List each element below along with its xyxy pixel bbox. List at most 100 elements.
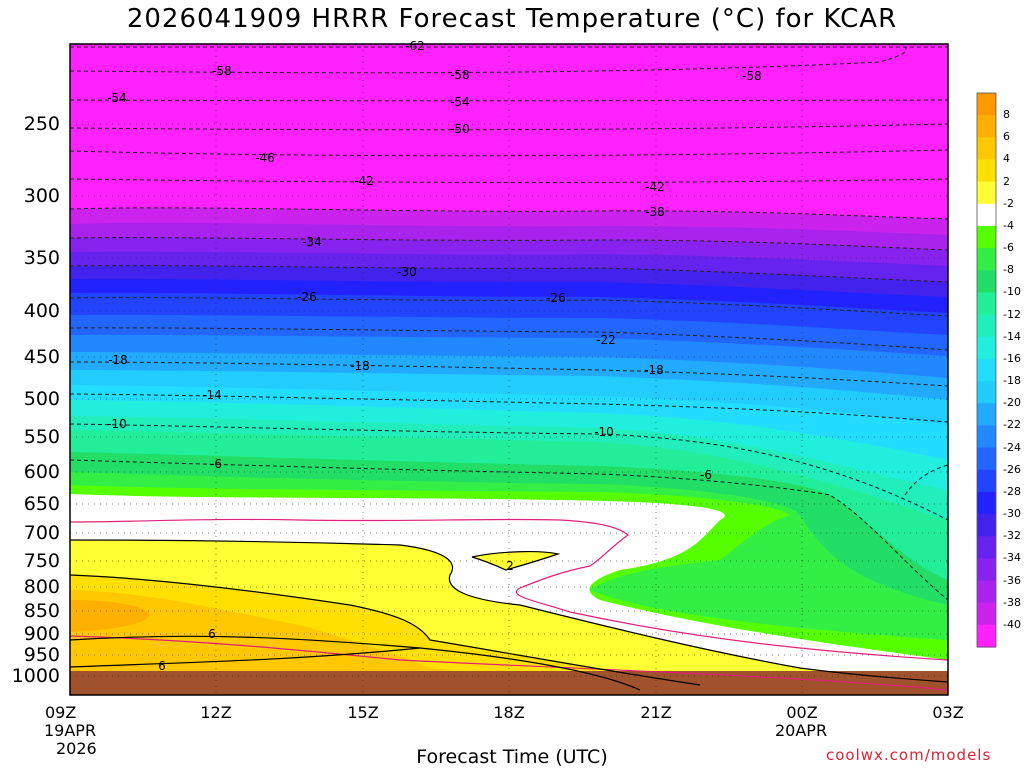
colorbar-swatch: [977, 447, 996, 471]
y-tick-350: 350: [23, 247, 60, 269]
colorbar-label: -16: [1003, 351, 1021, 365]
colorbar-label: -34: [1003, 551, 1021, 565]
contour-label: -30: [397, 265, 417, 279]
contour-label: -10: [107, 417, 127, 431]
y-tick-450: 450: [23, 346, 60, 368]
x-tick-00z: 00Z: [786, 703, 818, 722]
colorbar-swatch: [977, 624, 996, 648]
x-year-start: 2026: [56, 739, 97, 758]
x-axis-title: Forecast Time (UTC): [416, 746, 608, 768]
colorbar-swatch: [977, 137, 996, 161]
y-tick-600: 600: [23, 461, 60, 483]
contour-label: 6: [208, 627, 216, 641]
colorbar-label: -10: [1003, 285, 1021, 299]
colorbar-frame: [976, 92, 997, 648]
contour-labels: -62-58 -58 -58-54 -54-50-46-42 -42-38-34-30-…: [107, 39, 762, 673]
chart-title: 2026041909 HRRR Forecast Temperature (°C…: [126, 4, 898, 34]
contour-label: -42: [354, 174, 374, 188]
colorbar-label: -6: [1003, 241, 1014, 255]
x-tick-09z: 09Z: [45, 703, 77, 722]
y-tick-850: 850: [23, 600, 60, 622]
y-tick-250: 250: [23, 113, 60, 135]
colorbar-swatch: [977, 203, 996, 227]
contour-label: -62: [405, 39, 425, 53]
contour-label: -26: [297, 290, 317, 304]
y-tick-1000: 1000: [11, 665, 60, 687]
colorbar-swatch: [977, 403, 996, 426]
y-tick-950: 950: [23, 644, 60, 666]
colorbar-swatch: [977, 358, 996, 382]
colorbar-label: -12: [1003, 307, 1021, 321]
contour-label: -54: [450, 95, 470, 109]
grid: [70, 44, 948, 695]
filled-contours: [70, 44, 948, 695]
colorbar-label: -40: [1003, 617, 1021, 631]
x-tick-18z: 18Z: [493, 703, 525, 722]
y-tick-650: 650: [23, 493, 60, 515]
credit-link[interactable]: coolwx.com/models: [826, 746, 992, 764]
colorbar-swatch: [977, 381, 996, 404]
colorbar-label: -30: [1003, 507, 1021, 521]
x-tick-21z: 21Z: [640, 703, 672, 722]
colorbar-label: -28: [1003, 484, 1021, 498]
x-date-next: 20APR: [775, 721, 828, 740]
contour-label: -6: [210, 457, 222, 471]
contour-label: -18: [350, 359, 370, 373]
colorbar-swatch: [977, 336, 996, 360]
y-tick-400: 400: [23, 300, 60, 322]
plot-frame: [69, 43, 949, 696]
colorbar-label: -38: [1003, 595, 1021, 609]
colorbar-label: -36: [1003, 573, 1021, 587]
colorbar-swatch: [977, 558, 996, 582]
contour-label: -22: [596, 333, 616, 347]
colorbar-swatch: [977, 314, 996, 338]
contour-label: -6: [700, 468, 712, 482]
colorbar-label: -22: [1003, 418, 1021, 432]
colorbar-label: -4: [1003, 218, 1014, 232]
x-date-start: 19APR: [44, 721, 97, 740]
contour-label: -18: [644, 363, 664, 377]
colorbar-label: 6: [1003, 130, 1010, 144]
colorbar-swatch: [977, 425, 996, 449]
contour-label: -10: [594, 425, 614, 439]
colorbar-label: -2: [1003, 196, 1014, 210]
colorbar-label: -20: [1003, 396, 1021, 410]
y-tick-500: 500: [23, 388, 60, 410]
colorbar-label: -26: [1003, 462, 1021, 476]
contour-label: -58: [742, 69, 762, 83]
contour-label: 6: [158, 659, 166, 673]
contour-label: -58: [212, 64, 232, 78]
colorbar-swatch: [977, 115, 996, 138]
colorbar-label: 4: [1003, 152, 1010, 166]
y-tick-300: 300: [23, 185, 60, 207]
colorbar-swatch: [977, 514, 996, 537]
contour-label: -50: [450, 122, 470, 136]
colorbar-swatch: [977, 580, 996, 604]
colorbar-swatch: [977, 225, 996, 249]
y-tick-550: 550: [23, 426, 60, 448]
colorbar-label: 2: [1003, 174, 1010, 188]
colorbar-label: 8: [1003, 108, 1010, 122]
colorbar-label: -18: [1003, 374, 1021, 388]
colorbar-swatch: [977, 536, 996, 559]
y-tick-900: 900: [23, 623, 60, 645]
contour-lines: [70, 46, 948, 691]
contour-label: -42: [645, 180, 665, 194]
colorbar-swatch: [977, 292, 996, 316]
y-tick-800: 800: [23, 576, 60, 598]
contour-label: -34: [302, 235, 322, 249]
contour-label: -58: [450, 68, 470, 82]
colorbar-label: -24: [1003, 440, 1021, 454]
colorbar: [976, 92, 997, 648]
colorbar-label: -14: [1003, 329, 1021, 343]
contour-label: -54: [107, 91, 127, 105]
contour-label: -26: [546, 291, 566, 305]
colorbar-label: -32: [1003, 529, 1021, 543]
x-tick-12z: 12Z: [200, 703, 232, 722]
x-tick-15z: 15Z: [347, 703, 379, 722]
contour-label: 2: [506, 559, 514, 573]
y-tick-700: 700: [23, 522, 60, 544]
colorbar-swatch: [977, 159, 996, 183]
colorbar-swatch: [977, 491, 996, 515]
